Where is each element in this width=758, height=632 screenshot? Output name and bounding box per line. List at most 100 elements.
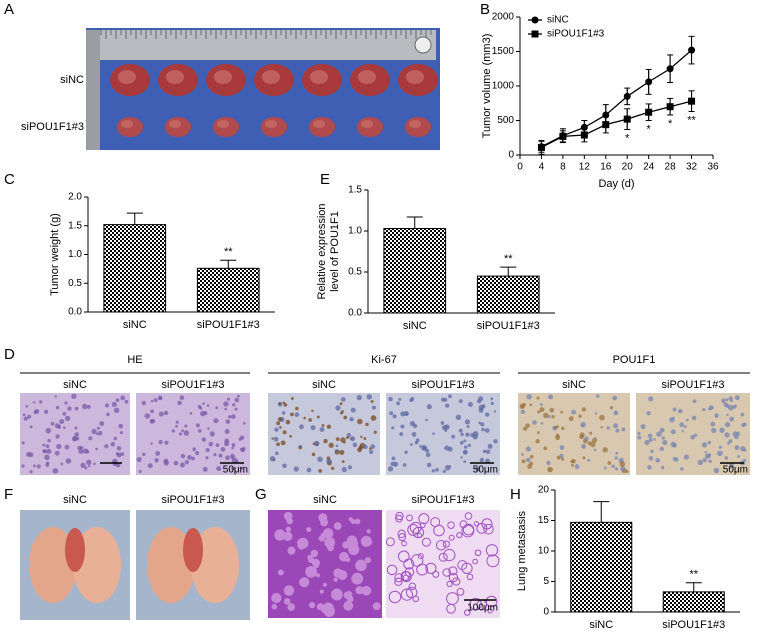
nucleus: [399, 432, 404, 437]
nucleus: [110, 442, 115, 447]
nucleus: [561, 457, 565, 461]
panel-label: A: [4, 1, 14, 18]
nucleus: [56, 443, 62, 450]
nucleus: [335, 444, 339, 448]
nucleus: [440, 421, 445, 425]
nucleus: [560, 410, 563, 414]
nucleus: [440, 397, 445, 402]
nucleus: [113, 407, 120, 414]
nucleus: [357, 447, 363, 453]
x-tick-label: 4: [539, 162, 545, 173]
nucleus: [679, 422, 685, 428]
nucleus: [323, 438, 328, 444]
nucleus: [93, 462, 96, 466]
nucleus: [96, 432, 99, 436]
x-tick-label: 16: [600, 162, 612, 173]
nucleus: [187, 455, 192, 460]
nucleus: [600, 426, 604, 429]
y-tick-label: 1.0: [348, 226, 362, 237]
row-label: siPOU1F1#3: [21, 121, 84, 133]
cell-cluster: [333, 577, 338, 582]
alveolus: [446, 580, 453, 588]
nucleus: [463, 460, 467, 464]
alveolus: [485, 595, 498, 608]
nucleus: [29, 425, 33, 429]
tumor-highlight: [217, 120, 229, 128]
nucleus: [215, 443, 220, 448]
alveolus: [442, 568, 451, 577]
nucleus: [637, 435, 642, 440]
cell-cluster: [299, 577, 310, 588]
lung-center: [183, 528, 203, 572]
marker: [537, 143, 545, 151]
nucleus: [702, 457, 708, 463]
nucleus: [521, 453, 524, 456]
nucleus: [365, 422, 369, 427]
nucleus: [549, 407, 555, 413]
nucleus: [444, 424, 450, 430]
cell-cluster: [283, 531, 293, 542]
nucleus: [444, 464, 451, 471]
nucleus: [178, 432, 183, 436]
nucleus: [97, 430, 103, 436]
nucleus: [202, 466, 208, 472]
bar: [383, 228, 447, 314]
nucleus: [455, 414, 462, 421]
nucleus: [707, 440, 712, 445]
y-tick-label: 1.0: [68, 249, 82, 260]
nucleus: [388, 396, 393, 402]
y-tick-label: 5: [543, 576, 549, 587]
nucleus: [640, 424, 646, 430]
alveolus: [401, 571, 412, 583]
panel-label: D: [4, 346, 15, 363]
alveolus: [432, 570, 440, 578]
nucleus: [426, 462, 432, 468]
nucleus: [106, 412, 110, 417]
y-tick-label: 20: [538, 485, 550, 496]
nucleus: [485, 449, 491, 454]
alveolus: [446, 603, 456, 614]
nucleus: [525, 457, 531, 463]
nucleus: [393, 461, 399, 467]
nucleus: [138, 469, 142, 474]
nucleus: [536, 431, 540, 434]
ruler-vertical: [86, 30, 100, 150]
alveolus: [463, 609, 471, 616]
nucleus: [283, 403, 288, 407]
nucleus: [724, 422, 731, 428]
alveolus: [407, 523, 420, 536]
alveolus: [385, 537, 395, 547]
nucleus: [606, 426, 610, 430]
nucleus: [180, 453, 186, 459]
nucleus: [207, 427, 210, 430]
y-tick-label: 500: [497, 115, 514, 126]
nucleus: [602, 447, 608, 453]
nucleus: [729, 416, 735, 422]
nucleus: [391, 456, 396, 461]
y-tick-label: 0.5: [68, 278, 82, 289]
nucleus: [195, 451, 200, 456]
cell-cluster: [307, 554, 313, 561]
tumor-highlight: [262, 70, 280, 84]
nucleus: [21, 464, 25, 468]
nucleus: [220, 447, 226, 452]
nucleus: [352, 442, 358, 448]
nucleus: [415, 438, 420, 443]
nucleus: [725, 398, 729, 402]
nucleus: [580, 424, 584, 428]
alveolus: [464, 512, 473, 520]
nucleus: [232, 403, 236, 407]
nucleus: [445, 403, 450, 408]
nucleus: [540, 421, 544, 425]
marker: [666, 65, 674, 73]
alveolus: [486, 554, 500, 568]
y-tick-label: 0.0: [348, 308, 362, 319]
nucleus: [281, 411, 286, 415]
panel-label: C: [4, 171, 15, 188]
nucleus: [226, 397, 231, 401]
nucleus: [589, 431, 593, 435]
cell-cluster: [271, 592, 282, 604]
nucleus: [326, 424, 332, 429]
tumor-highlight: [214, 70, 232, 84]
nucleus: [463, 439, 467, 443]
